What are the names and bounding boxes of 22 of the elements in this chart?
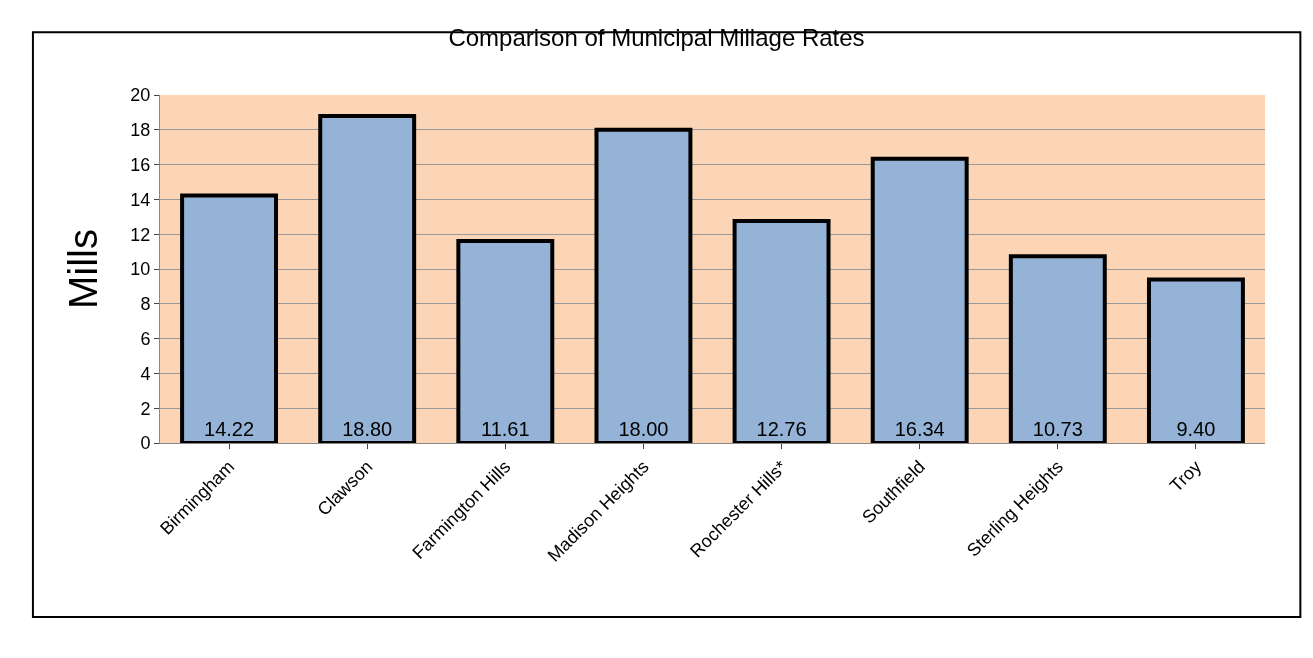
y-tick-label: 20 — [130, 85, 151, 106]
y-tick-label: 12 — [130, 224, 151, 245]
y-tick-label: 18 — [130, 120, 151, 141]
data-label: 14.22 — [204, 418, 255, 440]
data-label: 18.00 — [618, 418, 669, 440]
chart-title: Comparison of Municipal Millage Rates — [448, 24, 865, 52]
data-label: 12.76 — [756, 418, 807, 440]
data-label: 9.40 — [1176, 418, 1216, 440]
y-tick-label: 2 — [140, 398, 151, 419]
data-label: 10.73 — [1032, 418, 1083, 440]
y-tick-label: 4 — [140, 363, 151, 384]
y-tick-label: 14 — [130, 189, 151, 210]
y-tick-label: 0 — [140, 433, 151, 454]
data-label: 18.80 — [342, 418, 393, 440]
x-tick-label: Troy — [1166, 456, 1206, 496]
y-tick-label: 10 — [130, 259, 151, 280]
data-label: 11.61 — [481, 418, 530, 440]
y-tick-label: 6 — [140, 328, 151, 349]
y-tick-label: 8 — [140, 294, 151, 315]
y-axis-title: Mills — [60, 229, 105, 309]
y-tick-label: 16 — [130, 154, 151, 175]
data-label: 16.34 — [894, 418, 945, 440]
